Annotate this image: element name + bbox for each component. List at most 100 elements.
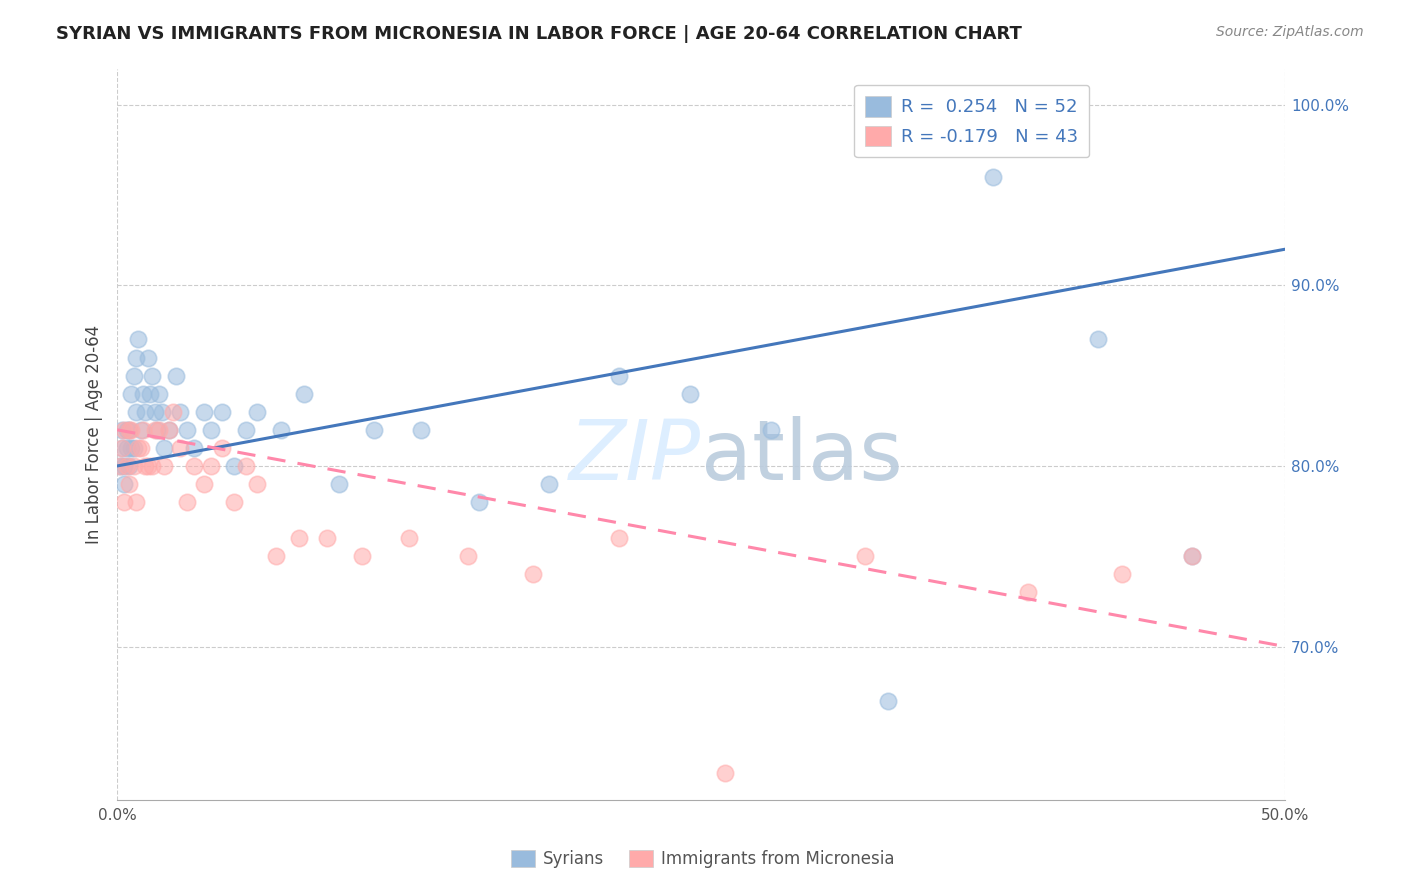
Syrians <box>193 405 215 419</box>
Immigrants from Micronesia <box>853 549 876 564</box>
Immigrants from Micronesia <box>211 441 233 455</box>
Immigrants from Micronesia <box>112 423 135 437</box>
Syrians <box>125 351 148 365</box>
Syrians <box>132 386 155 401</box>
Syrians <box>111 423 134 437</box>
Immigrants from Micronesia <box>111 441 134 455</box>
Syrians <box>292 386 315 401</box>
Immigrants from Micronesia <box>609 531 631 545</box>
Syrians <box>143 405 166 419</box>
Immigrants from Micronesia <box>162 405 184 419</box>
Text: Source: ZipAtlas.com: Source: ZipAtlas.com <box>1216 25 1364 39</box>
Immigrants from Micronesia <box>457 549 479 564</box>
Syrians <box>157 423 180 437</box>
Syrians <box>115 441 138 455</box>
Immigrants from Micronesia <box>193 477 215 491</box>
Immigrants from Micronesia <box>153 458 176 473</box>
Y-axis label: In Labor Force | Age 20-64: In Labor Force | Age 20-64 <box>86 325 103 544</box>
Immigrants from Micronesia <box>112 495 135 509</box>
Syrians <box>200 423 222 437</box>
Immigrants from Micronesia <box>148 423 170 437</box>
Immigrants from Micronesia <box>352 549 374 564</box>
Syrians <box>538 477 561 491</box>
Immigrants from Micronesia <box>183 458 205 473</box>
Immigrants from Micronesia <box>1111 567 1133 582</box>
Syrians <box>120 386 142 401</box>
Immigrants from Micronesia <box>136 458 159 473</box>
Syrians <box>211 405 233 419</box>
Syrians <box>981 169 1004 184</box>
Syrians <box>112 477 135 491</box>
Syrians <box>183 441 205 455</box>
Immigrants from Micronesia <box>115 458 138 473</box>
Syrians <box>1181 549 1204 564</box>
Immigrants from Micronesia <box>125 495 148 509</box>
Syrians <box>136 351 159 365</box>
Immigrants from Micronesia <box>118 477 141 491</box>
Immigrants from Micronesia <box>132 423 155 437</box>
Syrians <box>246 405 269 419</box>
Syrians <box>148 386 170 401</box>
Syrians <box>877 694 900 708</box>
Syrians <box>125 405 148 419</box>
Syrians <box>112 458 135 473</box>
Syrians <box>146 423 169 437</box>
Syrians <box>129 423 152 437</box>
Immigrants from Micronesia <box>169 441 191 455</box>
Legend: Syrians, Immigrants from Micronesia: Syrians, Immigrants from Micronesia <box>505 843 901 875</box>
Immigrants from Micronesia <box>157 423 180 437</box>
Syrians <box>150 405 173 419</box>
Immigrants from Micronesia <box>176 495 198 509</box>
Legend: R =  0.254   N = 52, R = -0.179   N = 43: R = 0.254 N = 52, R = -0.179 N = 43 <box>855 85 1090 157</box>
Immigrants from Micronesia <box>1017 585 1039 599</box>
Immigrants from Micronesia <box>713 766 735 780</box>
Syrians <box>328 477 350 491</box>
Syrians <box>761 423 783 437</box>
Syrians <box>609 368 631 383</box>
Syrians <box>222 458 245 473</box>
Immigrants from Micronesia <box>108 458 131 473</box>
Immigrants from Micronesia <box>522 567 544 582</box>
Syrians <box>111 441 134 455</box>
Syrians <box>409 423 432 437</box>
Syrians <box>141 368 163 383</box>
Syrians <box>127 333 149 347</box>
Syrians <box>169 405 191 419</box>
Immigrants from Micronesia <box>235 458 257 473</box>
Immigrants from Micronesia <box>129 441 152 455</box>
Immigrants from Micronesia <box>122 458 145 473</box>
Syrians <box>122 368 145 383</box>
Syrians <box>363 423 385 437</box>
Syrians <box>120 441 142 455</box>
Syrians <box>235 423 257 437</box>
Syrians <box>678 386 700 401</box>
Immigrants from Micronesia <box>288 531 311 545</box>
Immigrants from Micronesia <box>222 495 245 509</box>
Syrians <box>165 368 187 383</box>
Syrians <box>118 423 141 437</box>
Immigrants from Micronesia <box>143 423 166 437</box>
Text: ZIP: ZIP <box>569 416 702 497</box>
Immigrants from Micronesia <box>316 531 339 545</box>
Syrians <box>270 423 292 437</box>
Immigrants from Micronesia <box>200 458 222 473</box>
Syrians <box>153 441 176 455</box>
Immigrants from Micronesia <box>1181 549 1204 564</box>
Immigrants from Micronesia <box>118 423 141 437</box>
Text: atlas: atlas <box>702 416 903 497</box>
Text: SYRIAN VS IMMIGRANTS FROM MICRONESIA IN LABOR FORCE | AGE 20-64 CORRELATION CHAR: SYRIAN VS IMMIGRANTS FROM MICRONESIA IN … <box>56 25 1022 43</box>
Syrians <box>468 495 491 509</box>
Syrians <box>1087 333 1109 347</box>
Syrians <box>115 423 138 437</box>
Immigrants from Micronesia <box>120 423 142 437</box>
Immigrants from Micronesia <box>127 441 149 455</box>
Syrians <box>118 458 141 473</box>
Immigrants from Micronesia <box>398 531 420 545</box>
Immigrants from Micronesia <box>134 458 156 473</box>
Immigrants from Micronesia <box>246 477 269 491</box>
Immigrants from Micronesia <box>264 549 287 564</box>
Syrians <box>108 458 131 473</box>
Syrians <box>139 386 162 401</box>
Syrians <box>176 423 198 437</box>
Syrians <box>122 441 145 455</box>
